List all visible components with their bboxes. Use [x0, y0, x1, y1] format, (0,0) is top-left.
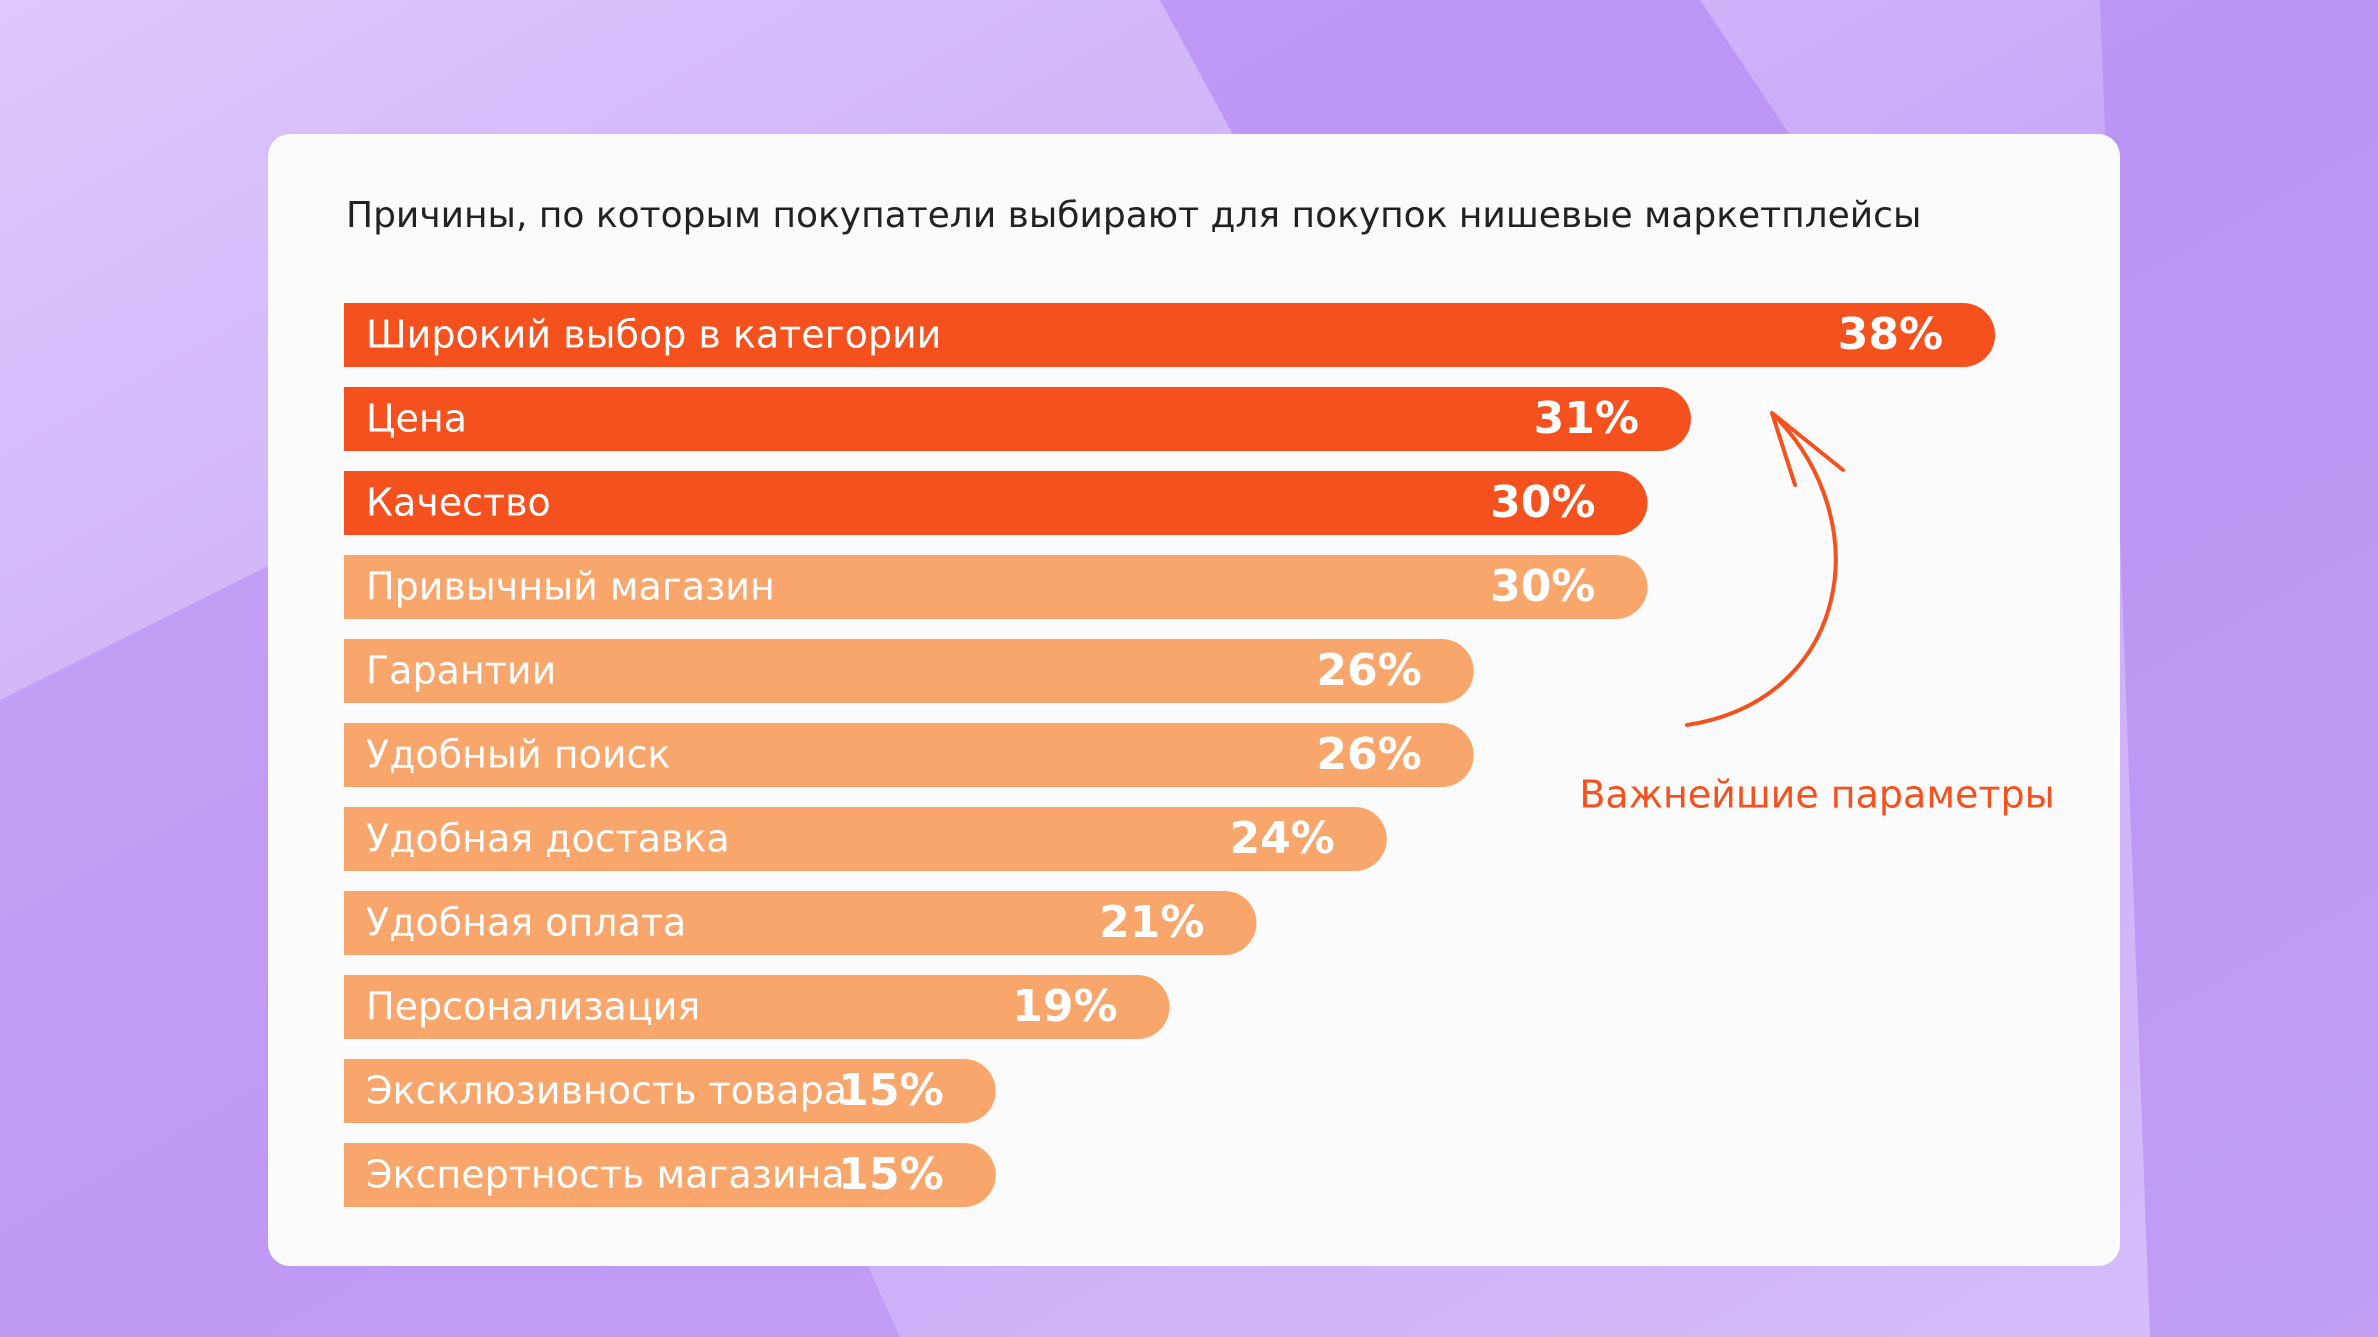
value-label: 30% [1490, 477, 1595, 528]
value-label: 26% [1316, 645, 1421, 696]
bar [344, 387, 1691, 451]
category-label: Цена [366, 397, 467, 441]
bar [344, 1059, 996, 1123]
value-label: 31% [1534, 393, 1639, 444]
bar [344, 471, 1648, 535]
bar [344, 975, 1170, 1039]
category-label: Удобная оплата [366, 901, 686, 945]
category-label: Широкий выбор в категории [366, 313, 941, 357]
category-label: Персонализация [366, 985, 700, 1029]
bar [344, 807, 1387, 871]
value-label: 21% [1099, 897, 1204, 948]
category-label: Экспертность магазина [366, 1153, 845, 1197]
category-label: Привычный магазин [366, 565, 775, 609]
value-label: 24% [1229, 813, 1334, 864]
category-label: Качество [366, 481, 551, 525]
value-label: 38% [1838, 309, 1943, 360]
arrow [1685, 411, 1845, 727]
bar [344, 723, 1474, 787]
value-label: 26% [1316, 729, 1421, 780]
value-label: 15% [838, 1065, 943, 1116]
bar [344, 891, 1257, 955]
annotation: Важнейшие параметры [1579, 773, 2054, 817]
category-label: Удобный поиск [366, 733, 670, 777]
bar [344, 303, 1996, 367]
background-shape [2100, 0, 2378, 1337]
bar [344, 1143, 996, 1207]
value-label: 15% [838, 1149, 943, 1200]
chart-title: Причины, по которым покупатели выбирают … [346, 195, 1921, 236]
bar [344, 555, 1648, 619]
value-label: 30% [1490, 561, 1595, 612]
category-label: Гарантии [366, 649, 556, 693]
category-label: Эксклюзивность товара [366, 1069, 847, 1113]
category-label: Удобная доставка [366, 817, 730, 861]
bar [344, 639, 1474, 703]
value-label: 19% [1012, 981, 1117, 1032]
